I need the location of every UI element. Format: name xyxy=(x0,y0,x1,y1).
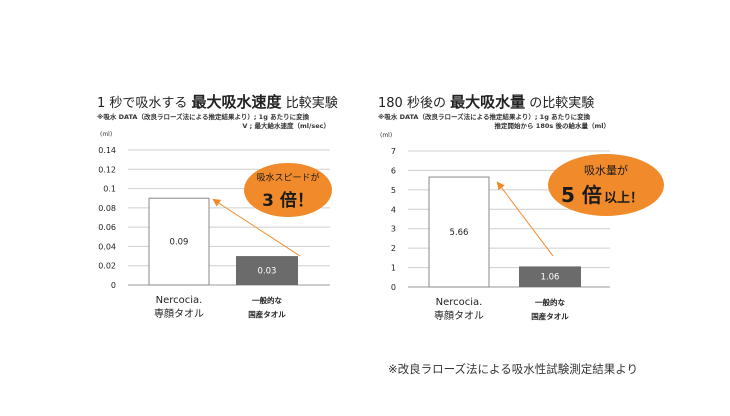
callout-text: 吸水スピードが xyxy=(256,172,319,184)
x-category-label: 一般的な xyxy=(252,295,282,305)
chart-title: 1 秒で吸水する 最大吸水速度 比較実験 xyxy=(97,91,338,112)
y-tick-label: 5 xyxy=(391,186,396,195)
y-tick-label: 6 xyxy=(391,166,396,175)
callout-arrow xyxy=(212,198,301,257)
bar xyxy=(428,176,490,288)
y-tick-label: 2 xyxy=(391,244,396,253)
bar-chart: (ml) 0 0.02 0.04 0.06 0.08 0.1 0.12 0.14 0.09 Nerc… xyxy=(98,131,332,320)
bar xyxy=(148,197,210,286)
callout-suffix: 以上！ xyxy=(604,191,643,206)
title-part-a: 1 秒で吸水する xyxy=(97,96,188,111)
callout-big: 5 倍 xyxy=(561,183,602,207)
chart-note-line1: ※吸水 DATA（改良ラローズ法による推定結果より）; 1g あたりに変換 xyxy=(97,113,310,121)
bar-chart: (ml) 0 1 2 3 4 5 6 7 5.66 Nercocia.専顔タオル 1.06 一般的な国産… xyxy=(380,132,664,322)
bar-value-label: 1.06 xyxy=(541,273,560,283)
footnote: ※改良ラローズ法による吸水性試験測定結果より xyxy=(388,362,638,376)
callout-bubble xyxy=(548,154,664,216)
bar-value-label: 5.66 xyxy=(450,228,469,238)
x-category-label: 国産タオル xyxy=(248,309,286,319)
x-category-label: 一般的な xyxy=(535,297,565,307)
y-tick-label: 7 xyxy=(391,147,396,156)
y-tick-label: 0.08 xyxy=(98,204,116,213)
title-part-c: の比較実験 xyxy=(529,96,595,111)
y-tick-label: 0 xyxy=(391,283,396,292)
x-category-label: 専顔タオル xyxy=(154,307,204,320)
chart-title: 180 秒後の 最大吸水量 の比較実験 xyxy=(378,91,594,112)
chart-note-line2: 推定開始から 180s 後の給水量（ml） xyxy=(494,122,610,130)
chart-note-line1: ※吸水 DATA（改良ラローズ法による推定結果より）; 1g あたりに変換 xyxy=(378,113,591,121)
bar-value-label: 0.03 xyxy=(258,267,277,277)
y-tick-label: 1 xyxy=(391,264,396,273)
chart-note-line2: V ; 最大給水速度（ml/sec） xyxy=(242,122,330,130)
callout-emphasis: 5 倍以上！ xyxy=(561,183,643,207)
y-tick-label: 3 xyxy=(391,225,396,234)
bar xyxy=(519,266,581,287)
y-tick-label: 0.06 xyxy=(98,223,116,232)
y-tick-label: 0 xyxy=(111,281,116,290)
y-tick-label: 4 xyxy=(391,205,396,214)
callout-arrow xyxy=(496,181,554,257)
bar xyxy=(236,256,298,285)
callout-bubble xyxy=(244,163,332,217)
x-category-label: Nercocia. xyxy=(436,297,483,308)
y-axis-label: (ml) xyxy=(100,131,112,138)
callout-emphasis: 3 倍！ xyxy=(262,190,314,211)
x-category-label: 専顔タオル xyxy=(434,309,484,322)
title-emphasis: 最大吸水量 xyxy=(450,93,526,111)
y-tick-label: 0.1 xyxy=(103,185,116,194)
x-category-label: 国産タオル xyxy=(531,311,569,321)
y-tick-label: 0.14 xyxy=(98,146,116,155)
bar-value-label: 0.09 xyxy=(170,238,189,248)
title-emphasis: 最大吸水速度 xyxy=(191,93,282,111)
title-part-c: 比較実験 xyxy=(285,96,338,111)
y-tick-label: 0.02 xyxy=(98,262,116,271)
y-tick-label: 0.12 xyxy=(98,165,116,174)
x-category-label: Nercocia. xyxy=(156,295,203,306)
callout-text: 吸水量が xyxy=(584,163,628,177)
title-part-a: 180 秒後の xyxy=(378,96,446,111)
y-axis-label: (ml) xyxy=(380,132,392,139)
y-tick-label: 0.04 xyxy=(98,242,116,251)
